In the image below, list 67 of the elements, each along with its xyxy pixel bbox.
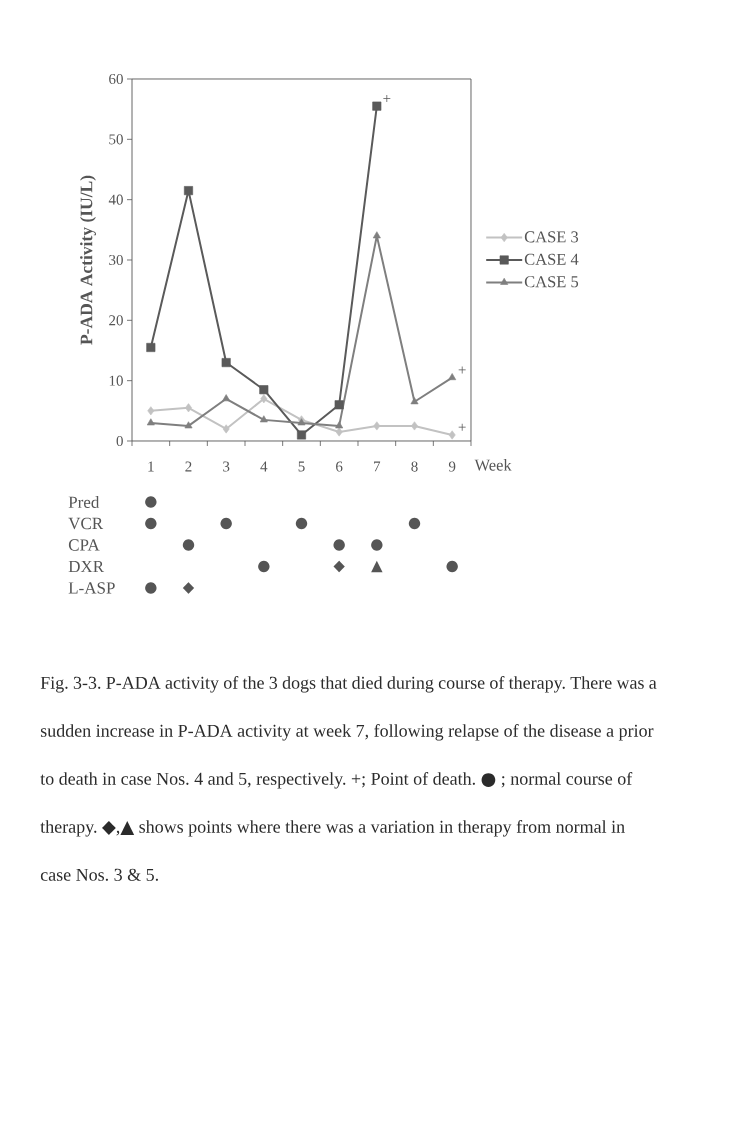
y-tick-label: 60 (109, 73, 123, 85)
point (146, 342, 156, 352)
legend-label: CASE 5 (524, 276, 579, 288)
x-tick-label: 2 (185, 461, 192, 472)
text: ● (333, 539, 345, 551)
y-tick-label: 50 (109, 134, 123, 145)
text: ● (295, 517, 308, 530)
annotation: + (383, 94, 391, 102)
x-tick-label: 9 (448, 461, 456, 472)
y-tick-label: 20 (109, 315, 123, 326)
point (373, 421, 381, 431)
category-label: DXR (68, 560, 105, 573)
category-label: VCR (68, 517, 104, 530)
text: ● (182, 539, 195, 551)
point (372, 231, 381, 239)
legend-label: CASE 3 (524, 231, 579, 243)
point (221, 358, 231, 368)
text: ◆ (333, 560, 345, 573)
text: ● (145, 582, 157, 594)
y-tick-label: 30 (109, 254, 123, 266)
text: ● (145, 496, 157, 508)
x-tick-label: 7 (374, 461, 381, 472)
point (297, 430, 306, 440)
x-axis-title: Week (474, 459, 512, 471)
y-tick-label: 10 (109, 375, 123, 386)
point (222, 394, 231, 402)
category-label: L-ASP (68, 582, 115, 594)
annotation: + (458, 423, 466, 431)
category-label: Pred (68, 496, 100, 508)
x-tick-label: 5 (298, 461, 305, 472)
x-tick-label: 4 (260, 461, 268, 472)
point (222, 424, 230, 434)
x-tick-label: 3 (223, 461, 230, 472)
text: ▲ (371, 560, 383, 573)
legend-label: CASE 4 (524, 253, 579, 265)
point (184, 421, 193, 429)
point (335, 427, 343, 437)
text: ◆ (182, 582, 195, 594)
point (259, 385, 269, 395)
point (334, 400, 344, 410)
point (259, 415, 268, 423)
point (448, 430, 456, 440)
text: ● (446, 560, 458, 573)
text: ● (408, 517, 421, 530)
point (260, 394, 268, 404)
y-tick-label: 0 (116, 435, 123, 447)
text: ● (371, 539, 383, 551)
point (147, 406, 155, 416)
x-tick-label: 8 (411, 461, 418, 472)
category-label: CPA (68, 539, 100, 551)
annotation: + (458, 366, 466, 374)
point (372, 101, 382, 111)
point (146, 418, 155, 426)
y-tick-label: 40 (108, 194, 123, 205)
point (184, 186, 193, 196)
text: ● (220, 517, 232, 530)
point (411, 421, 418, 431)
text: ● (145, 517, 157, 530)
point (335, 421, 344, 429)
x-tick-label: 6 (336, 461, 343, 472)
text: ● (258, 560, 270, 573)
x-tick-label: 1 (148, 461, 154, 472)
point (410, 397, 419, 405)
text: Fig. 3-3. P-ADA activity of the 3 dogs that died during course of therapy. There was a sudden increase in P-ADA activity at week 7, following relapse of the disease a prior to death in case Nos. 4 and 5, respectively. +; Point of death. ● ; normal course of therapy. ◆,▲ shows points where there was a variation in therapy from normal in case Nos. 3 & 5. (40, 676, 657, 881)
point (448, 373, 457, 381)
y-axis-title: P-ADA Activity (IU/L) (80, 175, 96, 345)
point (185, 403, 192, 413)
